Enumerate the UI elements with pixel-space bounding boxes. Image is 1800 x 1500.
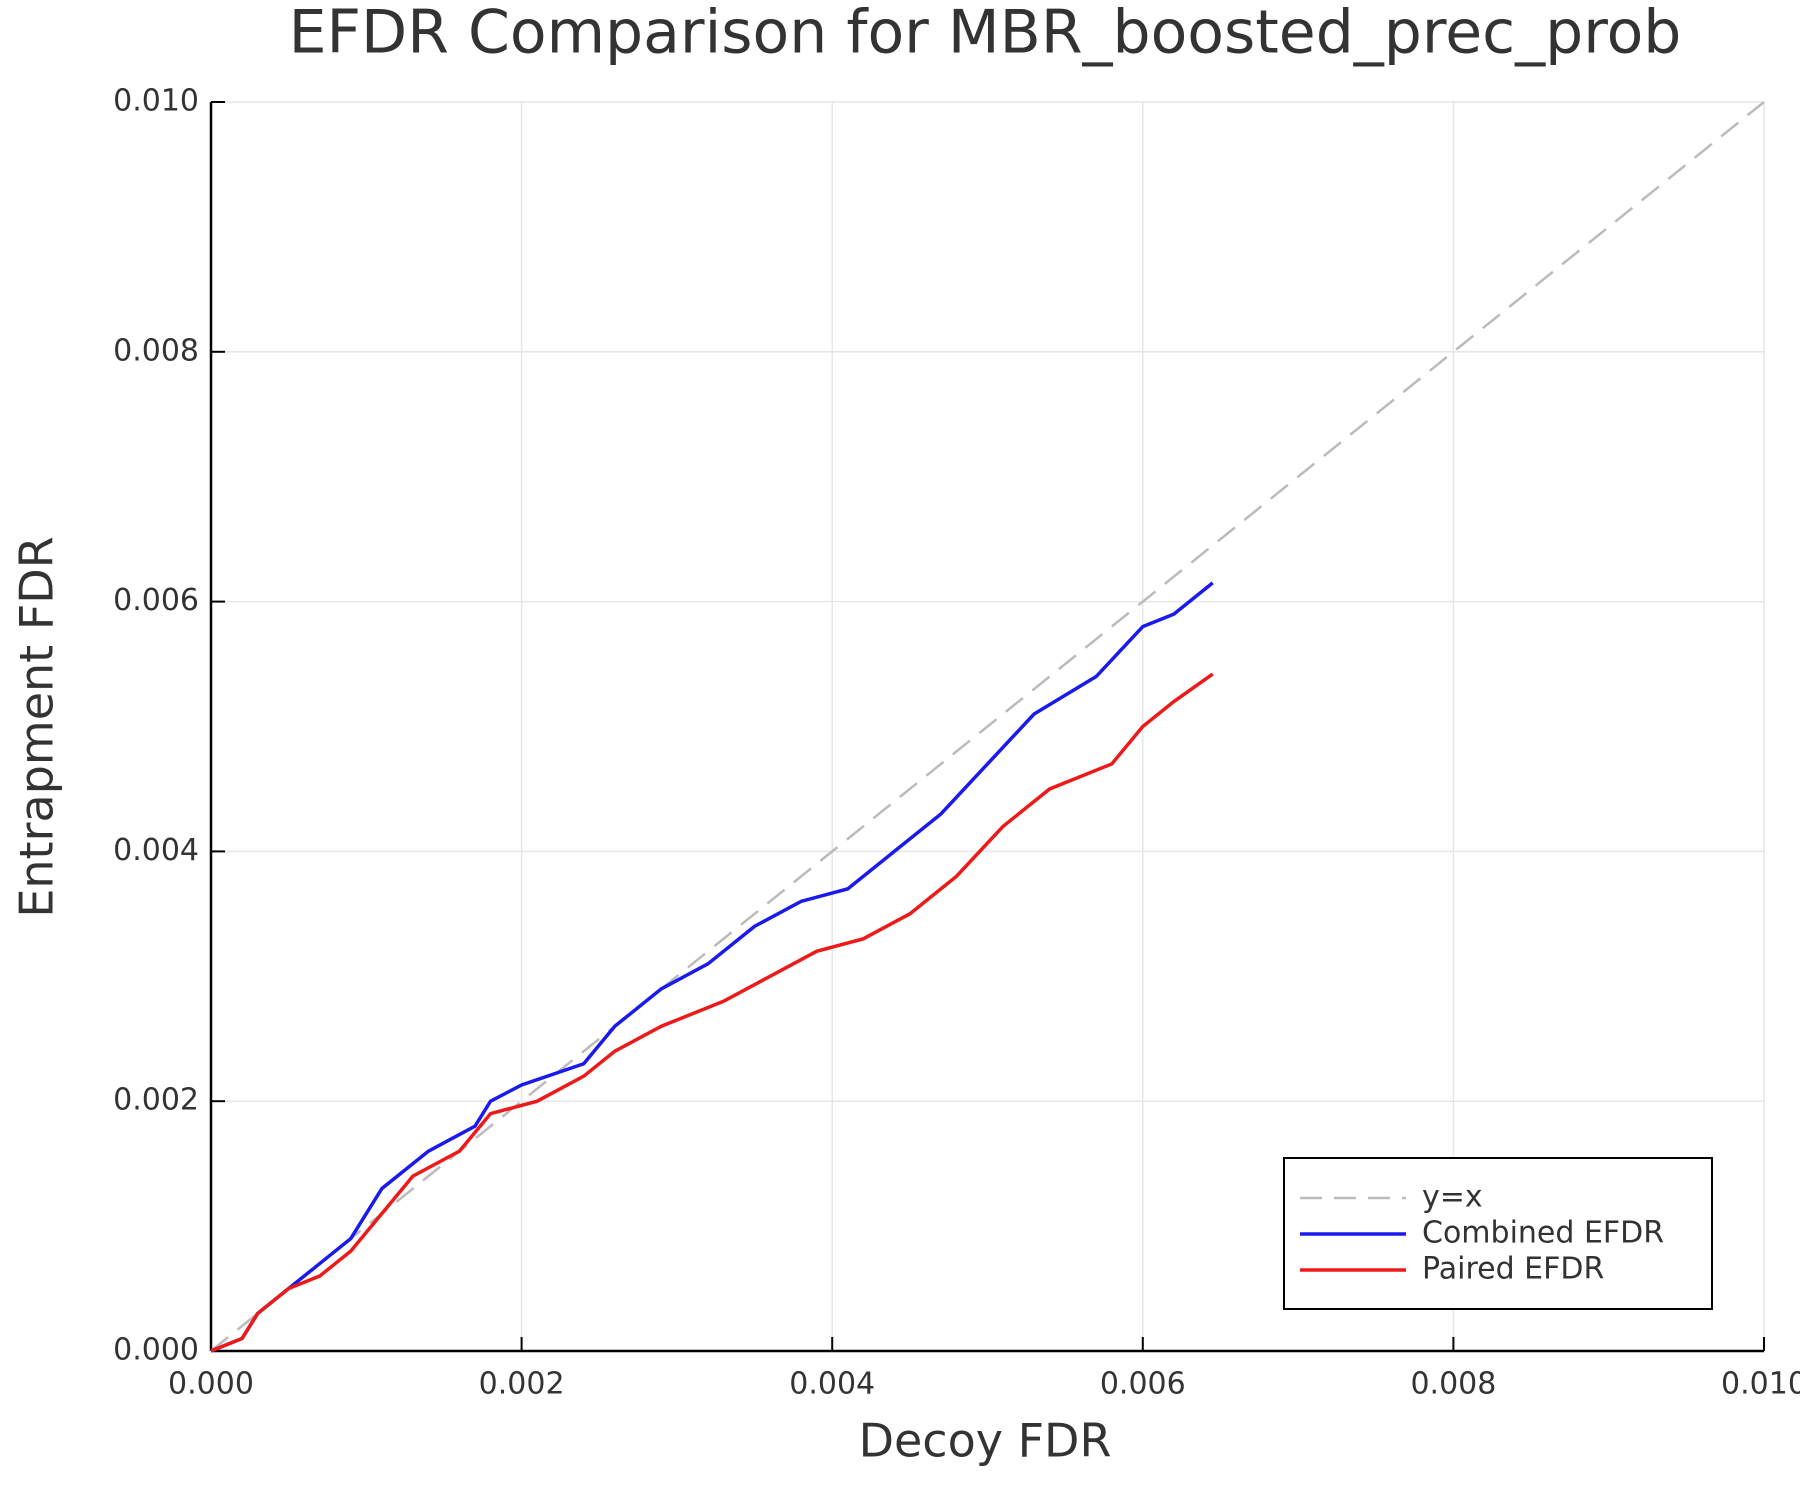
- x-axis-label: Decoy FDR: [859, 1414, 1112, 1468]
- y-tick-label: 0.006: [113, 583, 199, 618]
- legend-label: Paired EFDR: [1422, 1252, 1604, 1287]
- y-tick-label: 0.000: [113, 1333, 199, 1368]
- x-tick-label: 0.008: [1410, 1367, 1496, 1402]
- y-tick-label: 0.008: [113, 333, 199, 368]
- y-axis-label: Entrapment FDR: [10, 536, 64, 917]
- x-tick-label: 0.002: [479, 1367, 565, 1402]
- legend-label: Combined EFDR: [1422, 1216, 1664, 1251]
- x-tick-label: 0.010: [1721, 1367, 1800, 1402]
- x-tick-label: 0.004: [789, 1367, 875, 1402]
- legend-label: y=x: [1422, 1180, 1483, 1215]
- y-tick-label: 0.010: [113, 84, 199, 119]
- series-line: [210, 101, 1765, 1352]
- y-tick-label: 0.002: [113, 1083, 199, 1118]
- x-tick-label: 0.000: [168, 1367, 254, 1402]
- chart-title: EFDR Comparison for MBR_boosted_prec_pro…: [289, 0, 1682, 68]
- x-tick-label: 0.006: [1100, 1367, 1186, 1402]
- series-line: [210, 581, 1214, 1353]
- legend-box: [1283, 1157, 1713, 1310]
- series-line: [210, 672, 1214, 1353]
- y-tick-label: 0.004: [113, 833, 199, 868]
